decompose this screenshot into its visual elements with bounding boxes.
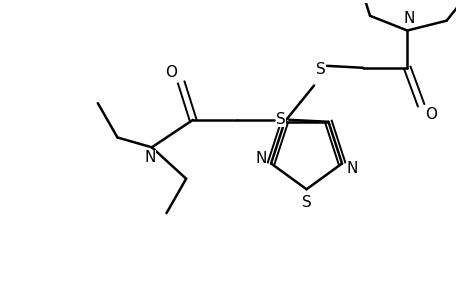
Text: N: N — [144, 150, 155, 165]
Text: O: O — [424, 107, 436, 122]
Text: N: N — [255, 151, 266, 166]
Text: S: S — [315, 62, 325, 77]
Text: N: N — [346, 161, 357, 176]
Text: S: S — [301, 194, 311, 209]
Text: S: S — [276, 112, 285, 127]
Text: O: O — [165, 65, 177, 80]
Text: N: N — [403, 11, 414, 26]
